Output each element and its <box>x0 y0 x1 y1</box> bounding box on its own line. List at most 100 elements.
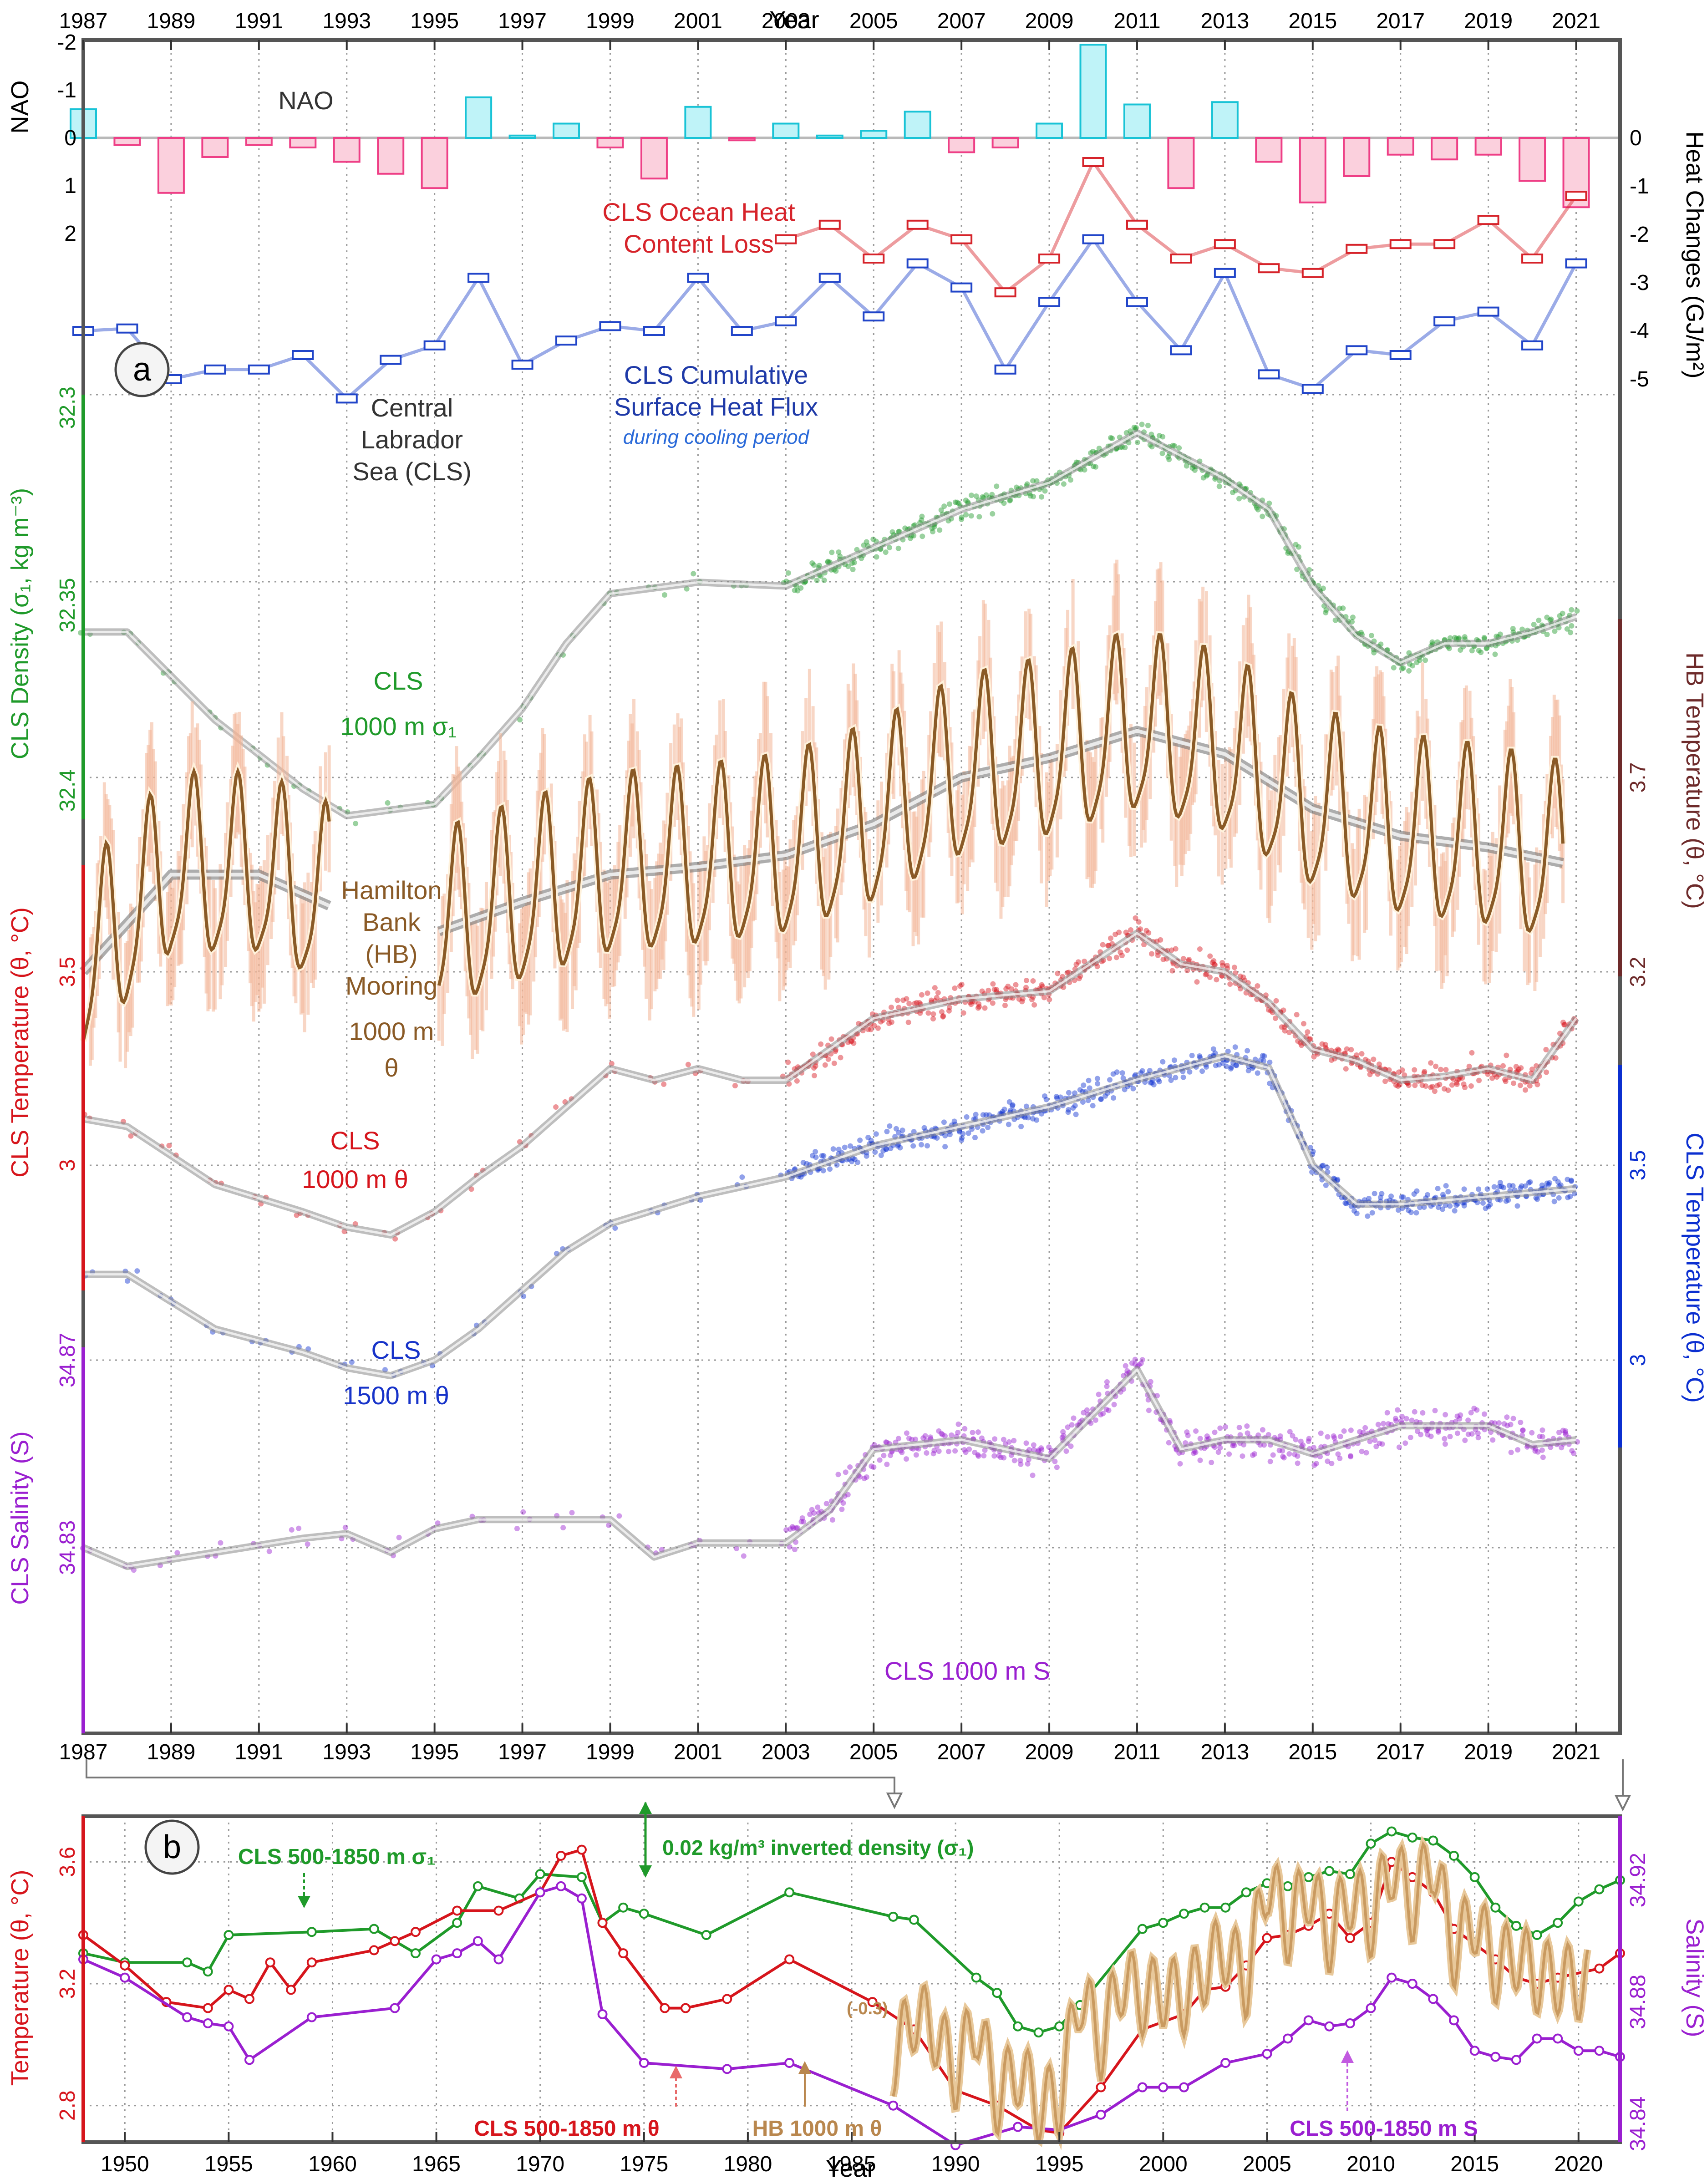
t1000-point <box>925 990 930 996</box>
t1500-point <box>947 1132 953 1138</box>
x-tick-label-bottom: 1999 <box>586 1740 635 1764</box>
t1500-point <box>1197 1053 1203 1059</box>
theta-series-point <box>681 2003 691 2013</box>
salinity-point <box>1529 1430 1535 1436</box>
t1000-point <box>825 1056 831 1062</box>
panel-a-badge <box>114 342 170 397</box>
density-point <box>833 568 839 574</box>
t1500-point <box>1087 1085 1092 1091</box>
salinity-point <box>1560 1427 1566 1433</box>
t1000-point <box>1146 930 1152 936</box>
density-point <box>930 529 936 535</box>
salinity-point <box>938 1431 944 1437</box>
density-tick-label: 32.4 <box>56 769 80 812</box>
salinity-tick-label-b: 34.84 <box>1626 2097 1650 2151</box>
t1500-point <box>1567 1194 1573 1199</box>
heat-loss-marker <box>775 234 797 244</box>
t1500-point <box>1025 1115 1031 1121</box>
salinity-series-point <box>1366 2003 1376 2013</box>
t1000-point <box>1272 1015 1278 1021</box>
t1500-point <box>1057 1094 1063 1100</box>
salinity-point <box>940 1432 945 1437</box>
t1000-point <box>828 1036 834 1042</box>
cum-flux-marker <box>1258 369 1280 380</box>
salinity-point <box>1363 1450 1369 1456</box>
t1500-point <box>1110 1071 1116 1077</box>
salinity-point <box>218 1540 224 1546</box>
x-tick-label-top: 2001 <box>674 9 722 33</box>
salinity-point <box>1031 1447 1037 1453</box>
t1500-point <box>934 1135 940 1141</box>
x-tick-label-bottom: 1991 <box>234 1740 283 1764</box>
salinity-point <box>1504 1422 1510 1428</box>
t1500-point <box>1514 1203 1520 1209</box>
t1500-point <box>965 1130 971 1136</box>
t1000-point <box>1489 1075 1495 1081</box>
nao-bar <box>860 130 888 139</box>
salinity-point <box>1458 1412 1463 1418</box>
density-point <box>1429 639 1435 645</box>
salinity-point <box>1454 1430 1460 1436</box>
t1000-point <box>818 1041 824 1047</box>
salinity-point <box>1217 1445 1223 1451</box>
x-tick-label-top: 2017 <box>1376 9 1425 33</box>
salinity-point <box>1148 1379 1153 1385</box>
t1500-point <box>1081 1082 1087 1088</box>
t1500-point <box>1323 1182 1329 1188</box>
t1500-point <box>1565 1194 1571 1200</box>
salinity-point <box>807 1511 813 1517</box>
theta-series-point <box>556 1850 566 1861</box>
density-point <box>1027 493 1033 499</box>
density-point <box>1293 542 1299 548</box>
x-tick-label: 1975 <box>620 2152 668 2176</box>
t1000-point <box>1020 996 1026 1002</box>
t1000-point <box>1461 1081 1467 1087</box>
t1000-point <box>1118 950 1123 955</box>
nao-bar <box>553 122 580 139</box>
t1000-point <box>1019 999 1025 1005</box>
t1500-point <box>1379 1191 1385 1197</box>
t1500-point <box>878 1153 884 1158</box>
density-point <box>837 553 843 559</box>
t1000-point <box>1040 984 1046 990</box>
nao-bar <box>684 106 712 139</box>
t1500-point <box>1366 1195 1372 1201</box>
salinity-point <box>998 1455 1004 1461</box>
sigma-series-point <box>1366 1839 1376 1849</box>
hb-tick-label: 3.7 <box>1626 762 1650 793</box>
nao-bar <box>991 137 1019 148</box>
panel-b-grid <box>83 1816 1620 2142</box>
sigma-series-point <box>909 1915 919 1925</box>
density-point <box>1295 544 1301 550</box>
salinity-point <box>1098 1412 1104 1417</box>
theta-series-label: CLS 500-1850 m θ <box>474 2117 659 2141</box>
salinity-series-point <box>244 2055 254 2065</box>
year-title-top: Year <box>769 6 819 34</box>
salinity-point <box>520 1509 526 1515</box>
heat-tick-label: 0 <box>1630 126 1642 150</box>
salinity-point <box>895 1436 901 1442</box>
heat-loss-marker <box>1433 239 1456 249</box>
salinity-point <box>1184 1429 1190 1435</box>
salinity-point <box>342 1524 348 1530</box>
t1500-point <box>1519 1183 1524 1189</box>
t1500-point <box>1054 1095 1060 1101</box>
t1500-point <box>1155 1077 1161 1083</box>
salinity-point <box>962 1426 968 1432</box>
salinity-point <box>942 1433 948 1439</box>
density-point <box>1332 617 1338 623</box>
salinity-point <box>845 1492 851 1498</box>
t1000-point <box>930 1011 936 1017</box>
t1500-point <box>887 1123 893 1129</box>
salinity-point <box>881 1453 887 1458</box>
salinity-point <box>922 1433 928 1439</box>
density-tick-label: 32.35 <box>56 578 80 633</box>
nao-bar <box>289 137 317 148</box>
nao-bar <box>1299 137 1326 203</box>
salinity-point <box>1212 1429 1218 1435</box>
t1000-point <box>1513 1064 1519 1070</box>
t1500-point <box>836 1147 842 1153</box>
t1500-point <box>884 1128 890 1134</box>
density-point <box>1216 483 1222 489</box>
t1500-point <box>1173 1075 1179 1081</box>
